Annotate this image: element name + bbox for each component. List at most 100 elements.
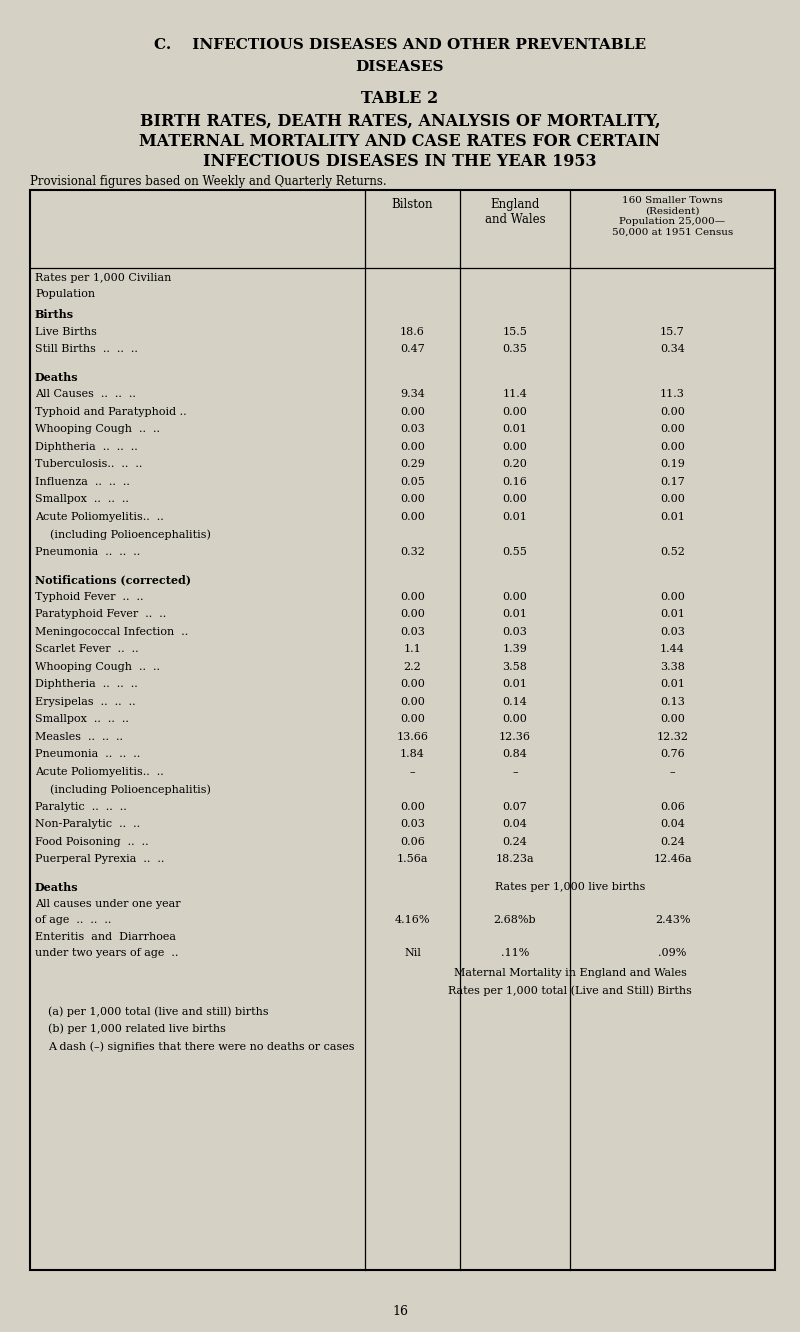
- Text: Pneumonia  ..  ..  ..: Pneumonia .. .. ..: [35, 546, 140, 557]
- Text: –: –: [670, 767, 675, 777]
- Text: 0.35: 0.35: [502, 344, 527, 354]
- Text: 0.17: 0.17: [660, 477, 685, 486]
- Text: Rates per 1,000 live births: Rates per 1,000 live births: [495, 882, 645, 891]
- Text: Measles  ..  ..  ..: Measles .. .. ..: [35, 731, 123, 742]
- Text: 0.52: 0.52: [660, 546, 685, 557]
- Text: TABLE 2: TABLE 2: [362, 91, 438, 107]
- Text: 9.34: 9.34: [400, 389, 425, 400]
- Text: 0.00: 0.00: [400, 802, 425, 811]
- Text: 2.2: 2.2: [404, 662, 422, 671]
- Text: Erysipelas  ..  ..  ..: Erysipelas .. .. ..: [35, 697, 136, 707]
- Text: Enteritis  and  Diarrhoea: Enteritis and Diarrhoea: [35, 932, 176, 943]
- Text: 0.76: 0.76: [660, 749, 685, 759]
- Text: 4.16%: 4.16%: [394, 915, 430, 924]
- Text: 0.01: 0.01: [502, 679, 527, 689]
- Text: Live Births: Live Births: [35, 326, 97, 337]
- Text: Meningococcal Infection  ..: Meningococcal Infection ..: [35, 627, 188, 637]
- Text: DISEASES: DISEASES: [356, 60, 444, 75]
- Text: Smallpox  ..  ..  ..: Smallpox .. .. ..: [35, 494, 129, 505]
- Text: C.    INFECTIOUS DISEASES AND OTHER PREVENTABLE: C. INFECTIOUS DISEASES AND OTHER PREVENT…: [154, 39, 646, 52]
- Text: Typhoid Fever  ..  ..: Typhoid Fever .. ..: [35, 591, 143, 602]
- Text: 0.00: 0.00: [660, 714, 685, 725]
- Text: 0.00: 0.00: [660, 442, 685, 452]
- Text: of age  ..  ..  ..: of age .. .. ..: [35, 915, 111, 924]
- Text: 12.46a: 12.46a: [653, 854, 692, 864]
- Text: 3.38: 3.38: [660, 662, 685, 671]
- Text: Provisional figures based on Weekly and Quarterly Returns.: Provisional figures based on Weekly and …: [30, 174, 386, 188]
- Text: 1.1: 1.1: [404, 645, 422, 654]
- Text: Tuberculosis..  ..  ..: Tuberculosis.. .. ..: [35, 460, 142, 469]
- Text: 1.39: 1.39: [502, 645, 527, 654]
- Text: 0.14: 0.14: [502, 697, 527, 707]
- Text: 0.00: 0.00: [400, 714, 425, 725]
- Text: Pneumonia  ..  ..  ..: Pneumonia .. .. ..: [35, 749, 140, 759]
- Text: Diphtheria  ..  ..  ..: Diphtheria .. .. ..: [35, 442, 138, 452]
- Text: Paratyphoid Fever  ..  ..: Paratyphoid Fever .. ..: [35, 609, 166, 619]
- Text: 0.00: 0.00: [660, 591, 685, 602]
- Text: 0.00: 0.00: [502, 494, 527, 505]
- Text: 0.00: 0.00: [660, 494, 685, 505]
- Text: Paralytic  ..  ..  ..: Paralytic .. .. ..: [35, 802, 126, 811]
- Text: 0.00: 0.00: [502, 591, 527, 602]
- Text: 0.01: 0.01: [502, 609, 527, 619]
- Text: 2.68%b: 2.68%b: [494, 915, 536, 924]
- Text: 15.7: 15.7: [660, 326, 685, 337]
- Text: 1.44: 1.44: [660, 645, 685, 654]
- Text: 3.58: 3.58: [502, 662, 527, 671]
- Text: 18.23a: 18.23a: [496, 854, 534, 864]
- Text: 16: 16: [392, 1305, 408, 1317]
- Text: Puerperal Pyrexia  ..  ..: Puerperal Pyrexia .. ..: [35, 854, 164, 864]
- Text: Notifications (corrected): Notifications (corrected): [35, 574, 191, 585]
- Text: –: –: [410, 767, 415, 777]
- Text: Population: Population: [35, 289, 95, 298]
- Text: 11.3: 11.3: [660, 389, 685, 400]
- Text: 18.6: 18.6: [400, 326, 425, 337]
- Text: 11.4: 11.4: [502, 389, 527, 400]
- Text: 0.00: 0.00: [400, 679, 425, 689]
- Text: 0.24: 0.24: [502, 836, 527, 847]
- Text: .09%: .09%: [658, 948, 686, 958]
- Text: MATERNAL MORTALITY AND CASE RATES FOR CERTAIN: MATERNAL MORTALITY AND CASE RATES FOR CE…: [139, 133, 661, 151]
- Text: 0.04: 0.04: [502, 819, 527, 830]
- Text: Acute Poliomyelitis..  ..: Acute Poliomyelitis.. ..: [35, 767, 164, 777]
- Text: 0.07: 0.07: [502, 802, 527, 811]
- Text: Deaths: Deaths: [35, 882, 78, 892]
- Text: 12.36: 12.36: [499, 731, 531, 742]
- Text: 0.13: 0.13: [660, 697, 685, 707]
- Text: –: –: [512, 767, 518, 777]
- Text: 0.03: 0.03: [660, 627, 685, 637]
- Text: Smallpox  ..  ..  ..: Smallpox .. .. ..: [35, 714, 129, 725]
- Text: 0.24: 0.24: [660, 836, 685, 847]
- Text: 0.05: 0.05: [400, 477, 425, 486]
- Text: Whooping Cough  ..  ..: Whooping Cough .. ..: [35, 662, 160, 671]
- Text: 1.56a: 1.56a: [397, 854, 428, 864]
- Text: 1.84: 1.84: [400, 749, 425, 759]
- Text: Nil: Nil: [404, 948, 421, 958]
- Text: 0.01: 0.01: [660, 609, 685, 619]
- Text: Non-Paralytic  ..  ..: Non-Paralytic .. ..: [35, 819, 140, 830]
- Text: 0.00: 0.00: [502, 406, 527, 417]
- Text: Still Births  ..  ..  ..: Still Births .. .. ..: [35, 344, 138, 354]
- Text: 0.04: 0.04: [660, 819, 685, 830]
- Text: 0.55: 0.55: [502, 546, 527, 557]
- Text: 0.00: 0.00: [400, 406, 425, 417]
- Text: Acute Poliomyelitis..  ..: Acute Poliomyelitis.. ..: [35, 511, 164, 522]
- Text: 12.32: 12.32: [657, 731, 689, 742]
- Text: 0.01: 0.01: [660, 679, 685, 689]
- Text: 15.5: 15.5: [502, 326, 527, 337]
- Text: 0.00: 0.00: [400, 697, 425, 707]
- Text: 0.34: 0.34: [660, 344, 685, 354]
- Text: Rates per 1,000 Civilian: Rates per 1,000 Civilian: [35, 273, 171, 282]
- Text: 0.06: 0.06: [400, 836, 425, 847]
- Text: 0.32: 0.32: [400, 546, 425, 557]
- Text: (a) per 1,000 total (live and still) births: (a) per 1,000 total (live and still) bir…: [48, 1006, 269, 1016]
- Text: .11%: .11%: [501, 948, 529, 958]
- Text: Rates per 1,000 total (Live and Still) Births: Rates per 1,000 total (Live and Still) B…: [448, 984, 692, 995]
- Text: 13.66: 13.66: [397, 731, 429, 742]
- Text: 160 Smaller Towns
(Resident)
Population 25,000—
50,000 at 1951 Census: 160 Smaller Towns (Resident) Population …: [612, 196, 733, 236]
- Text: 0.00: 0.00: [660, 425, 685, 434]
- Text: England
and Wales: England and Wales: [485, 198, 546, 226]
- Text: 0.20: 0.20: [502, 460, 527, 469]
- Text: 0.00: 0.00: [400, 494, 425, 505]
- Text: 0.01: 0.01: [502, 511, 527, 522]
